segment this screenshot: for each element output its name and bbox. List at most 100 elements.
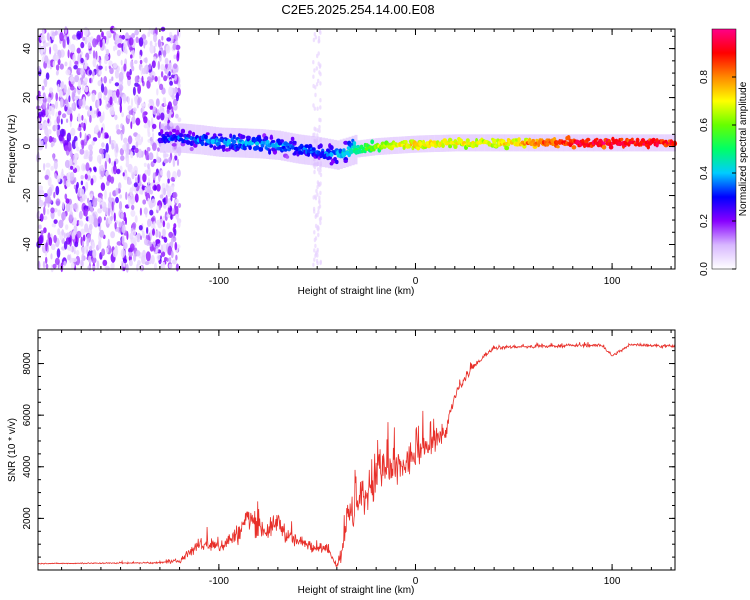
heatmap-noise-speck [141,230,145,239]
heatmap-noise-speck [156,205,160,211]
heatmap-ridge-point [441,143,445,149]
heatmap-noise-speck [167,101,172,110]
heatmap-noise-speck [39,195,42,203]
heatmap-noise-speck [53,219,58,225]
heatmap-ridge-point [325,153,331,158]
heatmap-noise-speck [166,213,171,218]
heatmap-noise-speck [113,62,118,69]
heatmap-noise-speck [72,257,78,263]
heatmap-noise-speck [105,247,109,253]
heatmap-noise-speck [312,195,315,200]
heatmap-noise-speck [143,207,148,215]
heatmap-noise-speck [113,165,116,172]
heatmap-noise-speck [128,110,133,115]
snr-frame [37,329,676,571]
heatmap-noise-speck [69,158,73,166]
heatmap-noise-speck [172,87,178,94]
heatmap-ridge-point [290,145,295,150]
heatmap-noise-speck [154,185,157,191]
heatmap-noise-speck [176,158,180,166]
heatmap-noise-speck [71,230,76,240]
heatmap-noise-speck [125,191,128,200]
heatmap-noise-speck [40,230,44,235]
heatmap-ridge-point [232,134,236,139]
heatmap-noise-speck [59,63,64,70]
heatmap-noise-speck [143,123,149,129]
heatmap-noise-speck [161,35,164,41]
heatmap-noise-speck [160,244,164,253]
heatmap-noise-speck [122,43,127,54]
heatmap-noise-speck [166,222,171,230]
heatmap-noise-speck [75,255,81,266]
heatmap-noise-speck [76,230,82,239]
heatmap-noise-speck [56,174,61,183]
heatmap-ridge-point [163,135,168,140]
heatmap-noise-speck [79,148,85,155]
heatmap-noise-speck [67,254,71,261]
heatmap-ridge-point [608,144,614,150]
heatmap-ridge-point [263,136,269,140]
heatmap-ridge-point [260,143,265,148]
heatmap-noise-speck [88,249,94,257]
heatmap-noise-speck [75,140,78,148]
heatmap-noise-speck [41,85,45,91]
heatmap-noise-speck [45,162,51,168]
heatmap-x-tick-label: -100 [209,276,229,287]
heatmap-noise-speck [163,75,168,82]
heatmap-noise-speck [77,79,82,90]
heatmap-noise-speck [312,262,315,267]
heatmap-noise-speck [84,77,88,84]
heatmap-ridge-point [262,141,266,145]
heatmap-noise-speck [143,162,147,167]
snr-y-axis-label: SNR (10 * v/v) [7,418,18,482]
heatmap-ridge-point [203,134,208,140]
heatmap-noise-speck [99,59,102,66]
heatmap-noise-speck [118,182,122,190]
heatmap-ridge-point [319,143,323,149]
heatmap-noise-speck [138,225,143,231]
heatmap-noise-speck [58,90,64,98]
heatmap-noise-speck [91,140,95,146]
heatmap-noise-speck [92,249,97,259]
heatmap-noise-speck [313,230,316,235]
heatmap-noise-speck [148,63,152,70]
heatmap-noise-speck [171,184,175,193]
heatmap-noise-speck [94,197,98,202]
heatmap-frame [37,28,676,270]
heatmap-noise-speck [156,115,161,120]
heatmap-noise-speck [129,68,132,76]
heatmap-noise-speck [175,44,181,51]
heatmap-noise-speck [134,75,139,84]
heatmap-noise-speck [116,124,120,130]
heatmap-ridge-point [171,143,177,147]
heatmap-y-tick-label: 40 [22,43,33,55]
heatmap-noise-speck [160,112,165,121]
heatmap-ridge-point [341,151,347,158]
heatmap-noise-speck [75,249,80,256]
heatmap-noise-speck [175,263,179,272]
heatmap-noise-speck [166,257,169,262]
heatmap-noise-speck [43,77,48,88]
heatmap-noise-speck [70,85,75,91]
heatmap-noise-speck [87,255,93,263]
heatmap-noise-speck [105,134,109,139]
heatmap-noise-speck [132,112,135,118]
heatmap-ridge-point [283,148,288,152]
heatmap-noise-speck [52,263,57,269]
heatmap-noise-speck [68,95,71,103]
heatmap-noise-speck [316,133,319,138]
heatmap-noise-speck [106,30,112,36]
heatmap-noise-speck [137,138,143,146]
heatmap-noise-speck [88,144,93,151]
heatmap-noise-speck [113,212,116,222]
colorbar-tick-label: 0.8 [699,70,710,84]
heatmap-ridge-point [329,151,334,157]
heatmap-noise-speck [103,94,106,100]
heatmap-noise-speck [52,43,58,52]
heatmap-noise-speck [63,84,67,94]
heatmap-noise-speck [60,118,63,125]
heatmap-noise-speck [110,231,115,239]
heatmap-noise-speck [158,204,161,211]
heatmap-noise-speck [173,79,179,85]
heatmap-noise-speck [168,86,173,96]
